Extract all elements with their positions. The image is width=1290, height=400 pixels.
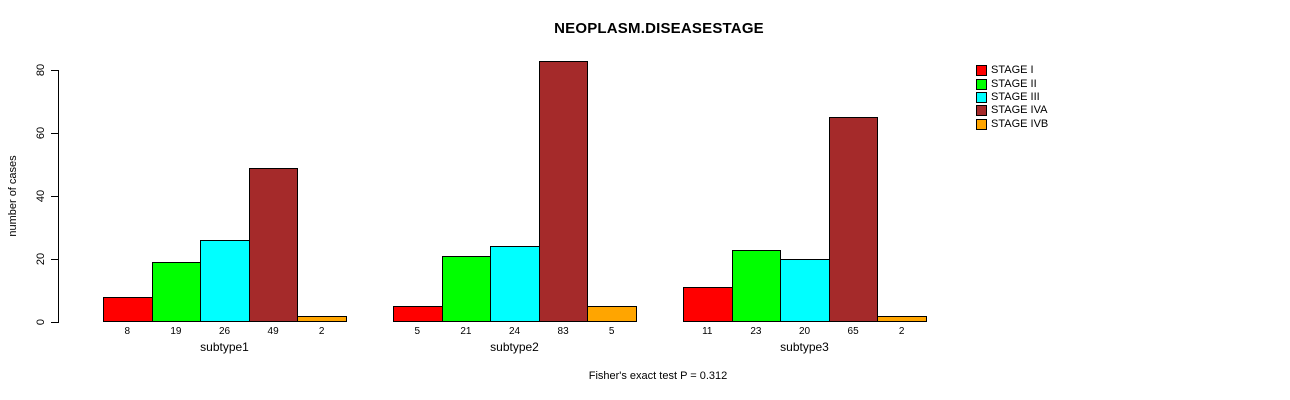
bar [539,61,588,322]
bar [780,259,830,322]
bar [732,250,781,322]
chart-title: NEOPLASM.DISEASESTAGE [554,20,764,37]
legend-label: STAGE II [991,77,1037,90]
bar-value-label: 19 [170,326,182,337]
bar-value-label: 2 [898,326,905,337]
bar-value-label: 8 [124,326,131,337]
bar [683,287,733,322]
bar [442,256,491,322]
bar-value-label: 83 [557,326,569,337]
bar-value-label: 49 [267,326,279,337]
legend-swatch-icon [976,105,987,117]
y-tick-label: 80 [35,63,47,77]
bar-value-label: 11 [702,326,713,337]
y-tick [51,259,58,260]
y-axis-title: number of cases [7,155,19,237]
bar [297,316,347,322]
legend-swatch-icon [976,78,987,90]
legend-swatch-icon [976,91,987,103]
bar-value-label: 2 [318,326,325,337]
bar-value-label: 20 [798,326,811,337]
legend-label: STAGE I [991,64,1034,77]
y-tick-label: 20 [35,252,47,266]
bar [393,306,443,322]
y-axis-line [58,70,59,323]
legend: STAGE I STAGE II STAGE III STAGE IVA STAGE I… [976,64,1048,131]
legend-item: STAGE IVA [976,104,1048,117]
y-tick [51,196,58,197]
legend-label: STAGE III [991,90,1040,103]
legend-item: STAGE IVB [976,118,1048,131]
bar [249,168,298,322]
legend-swatch-icon [976,118,987,130]
bar [587,306,637,322]
y-tick [51,133,58,134]
annotation-text: Fisher's exact test P = 0.312 [588,370,728,382]
group-label: subtype3 [780,340,829,354]
bar-value-label: 5 [414,326,421,337]
y-tick [51,70,58,71]
group-label: subtype2 [490,340,539,354]
bar-value-label: 24 [508,326,521,337]
bar-value-label: 21 [460,326,472,337]
y-tick [51,322,58,323]
legend-label: STAGE IVB [991,117,1049,130]
legend-item: STAGE III [976,91,1048,104]
bar [490,246,540,322]
legend-item: STAGE II [976,77,1048,90]
y-tick-label: 60 [35,126,47,140]
y-tick-label: 0 [35,318,47,326]
bar [103,297,153,322]
bar [200,240,250,322]
bar [152,262,201,322]
group-label: subtype1 [200,340,249,354]
bar-value-label: 5 [608,326,615,337]
legend-label: STAGE IVA [991,104,1048,117]
bar [829,117,878,322]
legend-swatch-icon [976,65,987,77]
y-tick-label: 40 [35,189,47,203]
bar-value-label: 26 [218,326,231,337]
bar [877,316,927,322]
bar-value-label: 65 [847,326,859,337]
legend-item: STAGE I [976,64,1048,77]
bar-value-label: 23 [750,326,762,337]
